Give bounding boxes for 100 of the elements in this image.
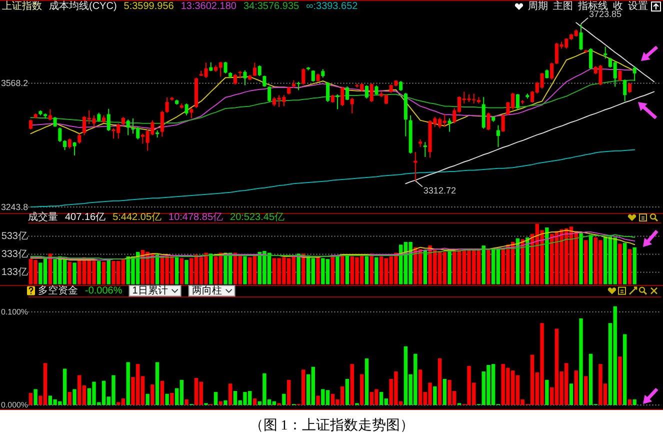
bar xyxy=(72,262,76,284)
text: ∞:3393.652 xyxy=(306,1,358,12)
bar xyxy=(155,362,160,405)
bar xyxy=(579,318,583,405)
bar xyxy=(526,237,530,284)
bar xyxy=(364,256,369,284)
text: 20:523.45亿 xyxy=(230,212,285,223)
bar xyxy=(628,399,632,405)
bar xyxy=(622,334,627,405)
bar xyxy=(423,250,428,284)
bar xyxy=(68,392,72,405)
bar xyxy=(160,380,164,405)
annotation: 收 xyxy=(613,1,623,12)
annotation: 3312.72 xyxy=(423,186,456,196)
bar xyxy=(282,394,286,405)
bar xyxy=(214,392,218,405)
bar xyxy=(28,392,33,405)
chart-subtitle: -0.006% xyxy=(85,285,122,296)
bar xyxy=(545,380,549,405)
bar xyxy=(102,262,106,284)
bar xyxy=(170,392,174,405)
bar xyxy=(316,396,320,405)
bar xyxy=(174,257,179,284)
annotation: 周期 xyxy=(528,0,548,12)
chart-subtitle: 407.16亿 xyxy=(65,212,106,223)
dropdown: 两向柱 xyxy=(188,285,236,297)
bar xyxy=(184,260,188,284)
bar xyxy=(150,384,154,405)
bar xyxy=(448,250,452,284)
bar xyxy=(584,240,588,284)
bar xyxy=(72,389,76,405)
bar xyxy=(486,249,490,284)
text: （图 1：上证指数走势图） xyxy=(249,418,414,434)
bar xyxy=(350,364,354,405)
bar xyxy=(374,257,378,284)
line-series xyxy=(30,149,636,208)
y-tick-label: 3568.2 xyxy=(0,78,28,88)
bar xyxy=(345,378,350,405)
text: 13:3602.180 xyxy=(180,1,237,12)
chart-title: 成交量 xyxy=(28,211,58,223)
bar xyxy=(180,258,184,284)
bar xyxy=(628,249,632,284)
bar xyxy=(316,257,320,284)
bar xyxy=(345,254,350,284)
bar xyxy=(588,234,593,284)
bar xyxy=(286,380,291,405)
bar xyxy=(569,384,574,405)
bar xyxy=(252,398,257,405)
bar xyxy=(165,394,169,405)
bar xyxy=(360,374,364,405)
bar xyxy=(209,254,213,284)
bar xyxy=(126,362,130,405)
bar xyxy=(97,260,101,284)
bar xyxy=(545,228,549,284)
bar xyxy=(302,254,306,284)
text: 10:478.85亿 xyxy=(168,212,224,223)
bar xyxy=(520,239,524,284)
bar xyxy=(433,386,437,405)
bar xyxy=(146,394,150,405)
bar xyxy=(632,247,636,284)
bar xyxy=(296,254,300,284)
bar xyxy=(482,246,486,284)
annotation: 指标线 xyxy=(577,0,608,12)
bar xyxy=(184,399,188,405)
y-tick-label: 333亿 xyxy=(1,248,28,260)
text: 5:442.05亿 xyxy=(112,212,162,223)
chart-subtitle: 成本均线(CYC) xyxy=(49,0,117,12)
text: 5:3599.956 xyxy=(124,1,174,12)
y-tick-label: 133亿 xyxy=(1,266,28,278)
y-tick-label: 3243.8 xyxy=(0,202,28,212)
bar xyxy=(442,378,446,405)
bar xyxy=(584,376,588,405)
annotation: 设置 xyxy=(628,0,648,12)
bar xyxy=(632,399,636,405)
note: 3312.72 xyxy=(414,180,456,196)
y-tick-label: 533亿 xyxy=(1,230,28,242)
bar xyxy=(48,254,52,284)
bar xyxy=(330,256,334,284)
bar xyxy=(622,242,627,284)
line-series xyxy=(405,91,655,184)
chart-title: 上证指数 xyxy=(2,0,42,12)
bar xyxy=(618,356,622,405)
text: 34:3576.935 xyxy=(243,1,300,12)
bar xyxy=(336,256,340,284)
bar xyxy=(364,358,369,405)
bar xyxy=(618,244,622,284)
line-series xyxy=(576,22,655,82)
dropdown: 1日累计 xyxy=(128,285,182,297)
bar xyxy=(579,232,583,284)
bar xyxy=(340,255,344,284)
bar xyxy=(243,256,247,284)
chart-title: 多空资金 xyxy=(38,284,78,296)
bar xyxy=(106,259,110,284)
annotation: 主图 xyxy=(553,0,573,12)
bar xyxy=(224,400,228,405)
bar xyxy=(68,262,72,284)
bar xyxy=(438,358,442,405)
bar xyxy=(228,384,232,405)
bar xyxy=(34,389,38,405)
bar xyxy=(574,370,578,405)
